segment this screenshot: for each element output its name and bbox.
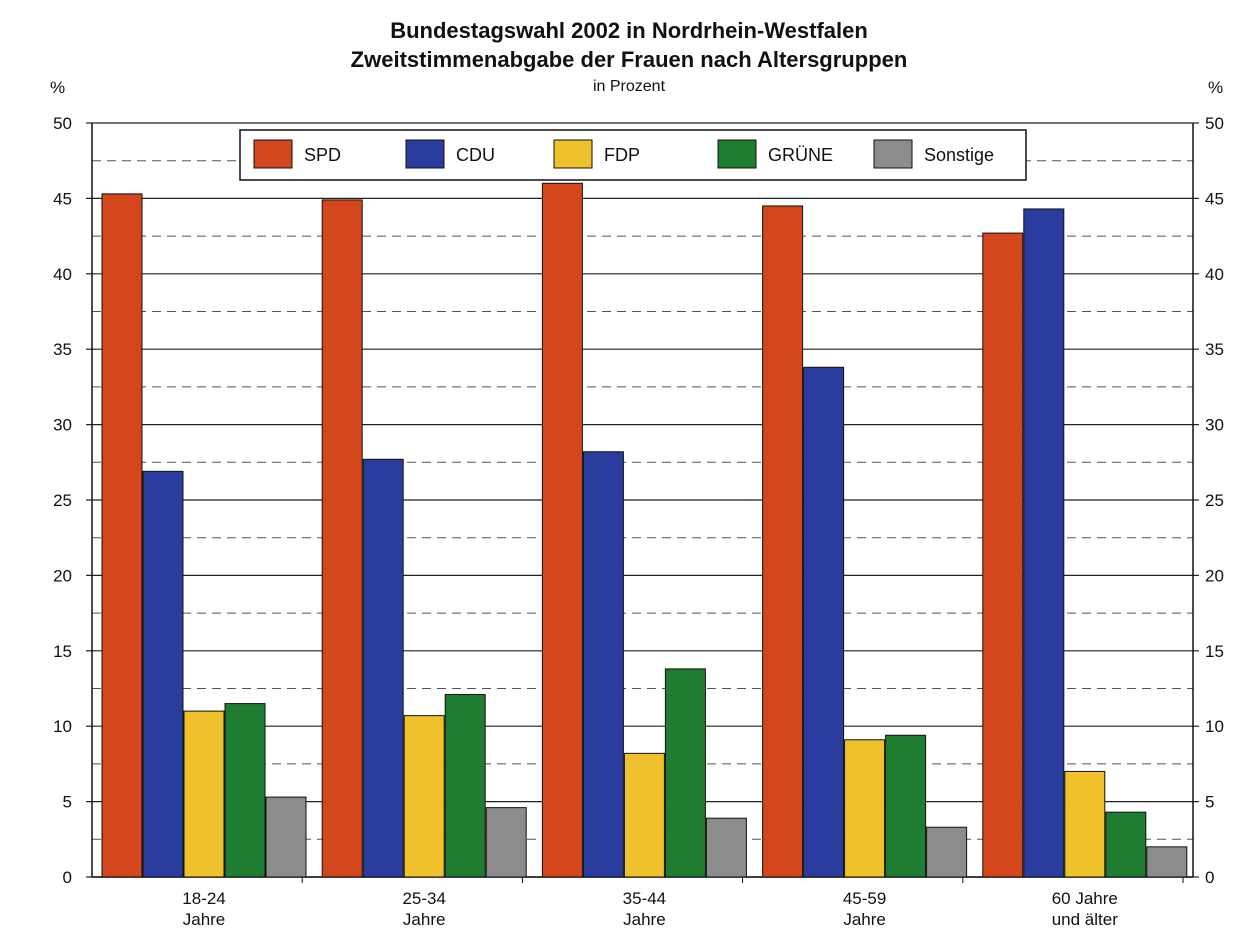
legend-label: FDP	[604, 145, 640, 165]
bar-fdp-4	[844, 739, 886, 878]
right-axis-unit: %	[1208, 78, 1224, 97]
bar-grne-2	[444, 694, 486, 878]
category-label: Jahre	[843, 910, 886, 929]
bars	[101, 182, 1188, 878]
bar-fdp-5	[1064, 770, 1106, 878]
y-tick-label-left: 40	[53, 265, 72, 284]
y-tick-label-right: 15	[1205, 642, 1224, 661]
bar-cdu-5	[1023, 208, 1065, 878]
y-tick-label-left: 30	[53, 416, 72, 435]
y-tick-label-right: 5	[1205, 793, 1214, 812]
y-tick-label-left: 45	[53, 189, 72, 208]
legend-swatch-spd	[253, 139, 293, 169]
legend-swatch-fdp	[553, 139, 593, 169]
y-tick-label-left: 20	[53, 566, 72, 585]
legend-swatch-grne	[717, 139, 757, 169]
legend: SPD CDU FDP GRÜNE Sonstige	[239, 129, 1027, 181]
chart-title: Bundestagswahl 2002 in Nordrhein-Westfal…	[390, 18, 868, 43]
bar-fdp-3	[623, 752, 665, 878]
y-tick-label-left: 50	[53, 114, 72, 133]
y-tick-label-left: 0	[63, 868, 72, 887]
bar-sonstige-2	[485, 807, 527, 878]
y-tick-label-left: 35	[53, 340, 72, 359]
unit-note: in Prozent	[592, 78, 666, 95]
bar-spd-4	[762, 205, 804, 878]
legend-swatch-sonstige	[873, 139, 913, 169]
category-labels: 18-24 Jahre 25-34 Jahre 35-44 Jahre 45-59 Jahre…	[182, 889, 1118, 929]
bar-cdu-1	[142, 470, 184, 878]
y-tick-label-right: 20	[1205, 566, 1224, 585]
bar-spd-3	[541, 182, 583, 878]
bar-sonstige-1	[265, 796, 307, 878]
bar-spd-5	[982, 232, 1024, 878]
bar-fdp-2	[403, 715, 445, 878]
bar-grne-4	[885, 734, 927, 878]
bar-cdu-3	[582, 451, 624, 878]
y-tick-label-left: 25	[53, 491, 72, 510]
legend-label: Sonstige	[924, 145, 994, 165]
bar-grne-5	[1105, 811, 1147, 878]
legend-label: CDU	[456, 145, 495, 165]
bar-cdu-2	[362, 458, 404, 878]
y-tick-label-right: 35	[1205, 340, 1224, 359]
category-label: 60 Jahre	[1052, 889, 1118, 908]
category-label: Jahre	[623, 910, 666, 929]
category-label: 35-44	[623, 889, 666, 908]
y-tick-label-right: 45	[1205, 189, 1224, 208]
bar-grne-1	[224, 703, 266, 878]
y-tick-label-left: 5	[63, 793, 72, 812]
category-label: Jahre	[183, 910, 226, 929]
y-tick-label-right: 0	[1205, 868, 1214, 887]
chart-subtitle: Zweitstimmenabgabe der Frauen nach Alter…	[350, 47, 908, 72]
bar-grne-3	[664, 668, 706, 878]
legend-box	[239, 129, 1027, 181]
category-label: Jahre	[403, 910, 446, 929]
y-tick-label-right: 10	[1205, 717, 1224, 736]
y-tick-label-right: 40	[1205, 265, 1224, 284]
category-label: 45-59	[843, 889, 886, 908]
y-tick-label-right: 25	[1205, 491, 1224, 510]
category-label: 25-34	[402, 889, 445, 908]
bar-spd-1	[101, 193, 143, 878]
y-tick-label-right: 50	[1205, 114, 1224, 133]
legend-label: GRÜNE	[768, 145, 833, 165]
bar-spd-2	[321, 199, 363, 878]
y-tick-label-left: 10	[53, 717, 72, 736]
category-label: 18-24	[182, 889, 225, 908]
bar-sonstige-3	[705, 817, 747, 878]
bar-sonstige-5	[1146, 846, 1188, 878]
tick-labels: 0 0 5 5 10 10 15 15 20 20 25 25 30 30 35 35 40 40 45 45 50 50	[53, 114, 1224, 887]
legend-swatch-cdu	[405, 139, 445, 169]
left-axis-unit: %	[50, 78, 66, 97]
bar-fdp-1	[183, 710, 225, 878]
bar-sonstige-4	[926, 826, 968, 878]
category-label: und älter	[1052, 910, 1118, 929]
bar-cdu-4	[803, 366, 845, 878]
y-tick-label-left: 15	[53, 642, 72, 661]
legend-label: SPD	[304, 145, 341, 165]
y-tick-label-right: 30	[1205, 416, 1224, 435]
